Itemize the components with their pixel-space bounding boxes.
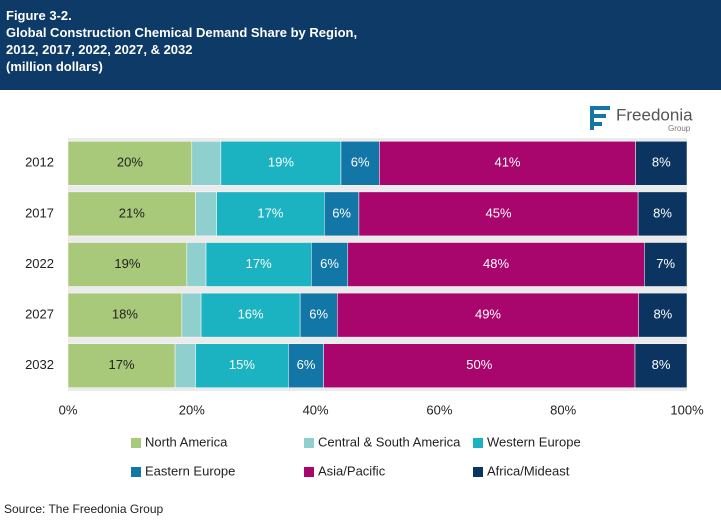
legend-label: Central & South America xyxy=(318,434,461,449)
data-label: 8% xyxy=(652,357,671,372)
legend-label: Eastern Europe xyxy=(145,463,235,478)
bar-segment xyxy=(638,292,688,338)
bar-segment xyxy=(220,141,342,186)
data-label: 6% xyxy=(297,357,316,372)
x-tick-label: 100% xyxy=(670,402,704,417)
legend-swatch xyxy=(304,467,314,477)
legend-label: Asia/Pacific xyxy=(318,463,386,478)
data-label: 49% xyxy=(475,307,501,322)
bar-segment xyxy=(186,242,207,287)
legend-swatch xyxy=(131,438,141,448)
logo: Freedonia Group xyxy=(590,105,693,133)
data-label: 7% xyxy=(656,256,675,271)
bar-segment xyxy=(67,191,196,237)
y-tick-label: 2027 xyxy=(25,307,54,322)
source: Source: The Freedonia Group xyxy=(4,502,164,516)
data-label: 6% xyxy=(309,307,328,322)
bar-segment xyxy=(340,141,380,186)
data-label: 17% xyxy=(109,357,135,372)
bar-segment xyxy=(299,292,338,338)
bar-segment xyxy=(347,242,645,287)
data-label: 8% xyxy=(653,307,672,322)
data-label: 18% xyxy=(112,307,138,322)
bar-segment xyxy=(358,191,639,237)
data-label: 21% xyxy=(119,205,145,220)
data-label: 17% xyxy=(246,256,272,271)
bar-segment xyxy=(200,292,301,338)
data-label: 6% xyxy=(351,155,370,170)
legend-swatch xyxy=(304,438,314,448)
y-tick-label: 2012 xyxy=(25,155,54,170)
logo-bar xyxy=(590,106,610,110)
data-label: 6% xyxy=(320,256,339,271)
data-label: 50% xyxy=(466,357,492,372)
bar-segment xyxy=(216,191,325,237)
y-tick-label: 2022 xyxy=(25,256,54,271)
bar-segment xyxy=(324,191,360,237)
bar-segment xyxy=(323,343,636,388)
bar-segment xyxy=(634,343,688,388)
y-tick-label: 2017 xyxy=(25,205,54,220)
bar-segment xyxy=(67,343,176,388)
data-label: 16% xyxy=(238,307,264,322)
data-label: 8% xyxy=(653,205,672,220)
bar-segment xyxy=(181,292,202,338)
bar-segment xyxy=(67,141,193,186)
x-tick-label: 40% xyxy=(303,402,329,417)
legend-swatch xyxy=(473,467,483,477)
data-label: 19% xyxy=(114,256,140,271)
data-label: 45% xyxy=(485,205,511,220)
data-label: 41% xyxy=(494,155,520,170)
data-label: 15% xyxy=(229,357,255,372)
bar-segment xyxy=(644,242,688,287)
brand-sub: Group xyxy=(668,124,691,133)
bar-segment xyxy=(191,141,222,186)
bar-segment xyxy=(195,191,217,237)
data-label: 19% xyxy=(268,155,294,170)
x-tick-label: 0% xyxy=(59,402,78,417)
y-tick-label: 2032 xyxy=(25,357,54,372)
header: Figure 3-2. Global Construction Chemical… xyxy=(0,0,721,90)
logo-bar xyxy=(590,122,602,126)
legend-swatch xyxy=(473,438,483,448)
bar-segment xyxy=(635,141,688,186)
brand: Freedonia xyxy=(616,105,693,124)
legend-swatch xyxy=(131,467,141,477)
legend-label: Western Europe xyxy=(487,434,581,449)
bar-segment xyxy=(174,343,196,388)
bar-segment xyxy=(379,141,636,186)
x-tick-label: 60% xyxy=(426,402,452,417)
data-label: 20% xyxy=(117,155,143,170)
bar-segment xyxy=(67,242,188,287)
data-label: 17% xyxy=(257,205,283,220)
x-tick-label: 20% xyxy=(179,402,205,417)
bar-segment xyxy=(288,343,324,388)
figure-label: Figure 3-2. xyxy=(6,8,72,23)
chart-subtitle: (million dollars) xyxy=(6,59,103,74)
logo-bar xyxy=(590,114,606,118)
x-tick-label: 80% xyxy=(550,402,576,417)
chart-title: Global Construction Chemical Demand Shar… xyxy=(6,25,358,57)
bar-segment xyxy=(195,343,289,388)
logo-bar xyxy=(590,106,594,130)
bar-segment xyxy=(637,191,688,237)
data-label: 6% xyxy=(332,205,351,220)
legend-label: North America xyxy=(145,434,228,449)
data-label: 48% xyxy=(483,256,509,271)
data-label: 8% xyxy=(652,155,671,170)
legend-label: Africa/Mideast xyxy=(487,463,570,478)
